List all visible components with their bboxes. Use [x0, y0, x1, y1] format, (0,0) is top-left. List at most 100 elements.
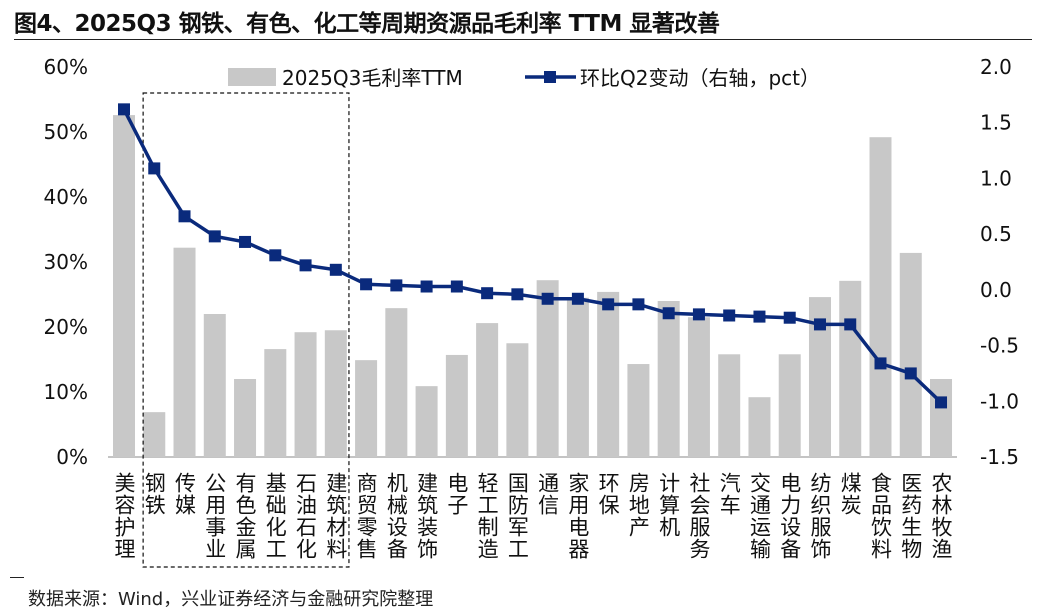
category-label: 家用电器 — [565, 472, 590, 560]
source-note: 数据来源：Wind，兴业证券经济与金融研究院整理 — [28, 589, 434, 610]
line-point — [420, 280, 433, 293]
bar — [687, 317, 710, 457]
bar — [839, 280, 862, 457]
category-label: 传媒 — [172, 472, 197, 516]
bar — [476, 323, 499, 457]
line-point — [360, 278, 373, 291]
line-point — [481, 287, 494, 300]
bar — [355, 360, 378, 457]
bar — [627, 364, 650, 457]
line-point — [299, 259, 312, 272]
line-point — [662, 307, 675, 320]
category-label: 电力设备 — [777, 472, 802, 560]
line-point — [904, 367, 917, 380]
right-tick-label: -1.0 — [980, 389, 1019, 413]
bar — [657, 301, 680, 457]
line-point — [783, 311, 796, 324]
category-label: 医药生物 — [898, 472, 923, 560]
line-point — [753, 310, 766, 323]
line-point — [118, 103, 130, 116]
line-point — [269, 249, 282, 262]
line-point — [239, 235, 252, 248]
category-label: 交通运输 — [747, 472, 772, 560]
category-label: 公用事业 — [202, 472, 227, 560]
category-label: 社会服务 — [686, 472, 711, 560]
bar — [748, 397, 771, 457]
bar — [930, 379, 953, 457]
left-tick-label: 50% — [44, 120, 88, 144]
category-label: 煤炭 — [838, 472, 863, 516]
left-tick-label: 0% — [56, 445, 88, 469]
left-tick-label: 60% — [44, 55, 88, 79]
chart-title: 图4、2025Q3 钢铁、有色、化工等周期资源品毛利率 TTM 显著改善 — [14, 11, 720, 37]
right-tick-label: 0.0 — [980, 278, 1012, 302]
legend-bar-label: 2025Q3毛利率TTM — [282, 66, 463, 90]
bar — [234, 379, 257, 457]
line-point — [511, 288, 524, 301]
line-point — [874, 357, 887, 370]
series-line — [122, 108, 943, 404]
right-tick-label: 1.0 — [980, 166, 1012, 190]
bar — [506, 343, 529, 457]
bar — [324, 330, 347, 457]
line-point — [148, 162, 161, 175]
bar — [113, 115, 135, 457]
category-label: 有色金属 — [233, 472, 258, 560]
bar — [173, 247, 196, 457]
title-divider — [14, 39, 1032, 40]
left-tick-label: 10% — [44, 380, 88, 404]
line-point — [844, 318, 857, 331]
line-point — [723, 309, 736, 322]
legend-bar-swatch — [228, 68, 276, 86]
line-point — [632, 298, 645, 311]
line-point — [390, 279, 403, 292]
category-label: 纺织服饰 — [807, 472, 832, 560]
category-label: 机械设备 — [384, 472, 409, 560]
right-tick-label: 1.5 — [980, 111, 1012, 135]
line-point — [329, 263, 342, 276]
category-label: 基础化工 — [263, 472, 288, 560]
bar — [385, 308, 408, 457]
bar — [445, 354, 468, 457]
bar — [899, 252, 922, 457]
category-label: 汽车 — [717, 472, 742, 516]
line-point — [208, 230, 221, 243]
left-tick-label: 20% — [44, 315, 88, 339]
line-point — [813, 318, 826, 331]
bar — [143, 412, 166, 457]
category-label: 电子 — [444, 472, 469, 516]
left-tick-label: 40% — [44, 185, 88, 209]
left-tick-label: 30% — [44, 250, 88, 274]
bar — [294, 332, 317, 457]
category-label: 农林牧渔 — [929, 472, 954, 560]
category-label: 环保 — [596, 472, 621, 516]
right-tick-label: -1.5 — [980, 445, 1019, 469]
bar — [264, 349, 287, 457]
bar — [778, 354, 801, 457]
bar — [536, 280, 559, 457]
bar — [203, 314, 226, 457]
line-point — [541, 292, 554, 305]
right-tick-label: 2.0 — [980, 55, 1012, 79]
category-label: 商贸零售 — [354, 472, 379, 560]
category-label: 美容护理 — [112, 472, 136, 560]
bar — [869, 137, 892, 457]
category-label: 石油石化 — [293, 472, 318, 560]
line-point — [571, 292, 584, 305]
highlight-box — [142, 92, 350, 568]
bar — [597, 291, 620, 457]
category-label: 国防军工 — [505, 472, 530, 560]
bar — [566, 297, 589, 457]
line-point — [602, 298, 615, 311]
right-tick-label: 0.5 — [980, 222, 1012, 246]
category-label: 钢铁 — [142, 472, 167, 516]
legend-line-marker — [544, 71, 556, 83]
bar — [415, 386, 438, 457]
bar — [808, 297, 831, 457]
category-label: 计算机 — [656, 472, 681, 538]
category-label: 建筑装饰 — [414, 472, 439, 560]
line-point — [692, 308, 705, 321]
line-point — [450, 280, 463, 293]
category-label: 轻工制造 — [475, 472, 500, 560]
